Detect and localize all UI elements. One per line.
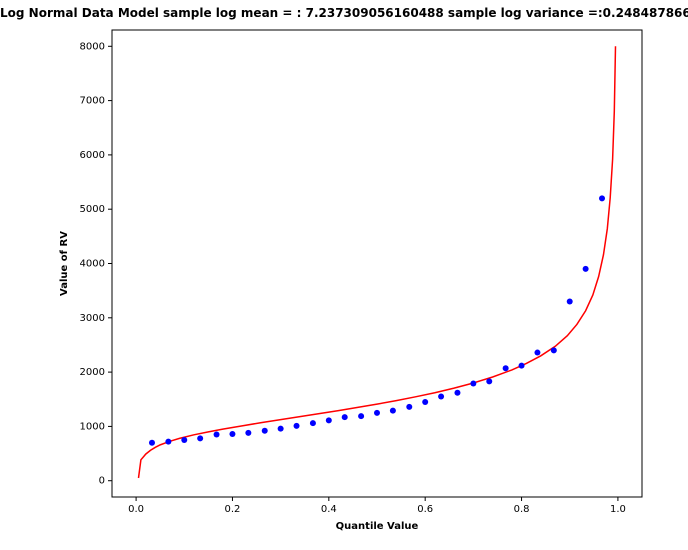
y-tick-label: 4000	[80, 259, 105, 270]
scatter-point	[245, 430, 251, 436]
x-tick-label: 0.6	[417, 504, 433, 515]
scatter-point	[390, 408, 396, 414]
scatter-point	[149, 440, 155, 446]
scatter-point	[519, 363, 525, 369]
scatter-point	[310, 420, 316, 426]
x-tick-label: 1.0	[610, 504, 626, 515]
x-tick-label: 0.8	[514, 504, 530, 515]
scatter-point	[214, 432, 220, 438]
scatter-point	[181, 437, 187, 443]
scatter-point	[326, 417, 332, 423]
y-tick-label: 5000	[80, 204, 105, 215]
scatter-point	[599, 195, 605, 201]
scatter-point	[503, 365, 509, 371]
x-tick-label: 0.4	[321, 504, 337, 515]
y-tick-label: 6000	[80, 150, 105, 161]
scatter-point	[486, 378, 492, 384]
scatter-point	[165, 439, 171, 445]
scatter-point	[229, 431, 235, 437]
scatter-point	[374, 410, 380, 416]
scatter-point	[583, 266, 589, 272]
scatter-point	[438, 394, 444, 400]
y-tick-label: 1000	[80, 421, 105, 432]
scatter-point	[470, 381, 476, 387]
scatter-point	[358, 413, 364, 419]
scatter-point	[294, 423, 300, 429]
y-tick-label: 7000	[80, 96, 105, 107]
scatter-point	[197, 435, 203, 441]
y-tick-label: 2000	[80, 367, 105, 378]
x-tick-label: 0.0	[128, 504, 144, 515]
scatter-point	[534, 350, 540, 356]
x-tick-label: 0.2	[225, 504, 241, 515]
scatter-point	[551, 347, 557, 353]
x-axis-label: Quantile Value	[336, 521, 419, 532]
y-tick-label: 0	[99, 476, 105, 487]
y-axis-label: Value of RV	[59, 231, 70, 296]
y-tick-label: 3000	[80, 313, 105, 324]
scatter-point	[406, 404, 412, 410]
scatter-point	[454, 390, 460, 396]
scatter-point	[262, 428, 268, 434]
scatter-point	[342, 414, 348, 420]
plot-area	[112, 30, 642, 497]
chart-container: Log Normal Data Model sample log mean = …	[0, 0, 688, 550]
qq-plot: 0.0 0.2 0.4 0.6 0.8 1.0 0 1000 2000 3000 4000 5000 6…	[0, 0, 688, 550]
y-tick-label: 8000	[80, 41, 105, 52]
scatter-point	[422, 399, 428, 405]
scatter-point	[278, 426, 284, 432]
chart-title: Log Normal Data Model sample log mean = …	[0, 6, 688, 20]
scatter-point	[567, 299, 573, 305]
